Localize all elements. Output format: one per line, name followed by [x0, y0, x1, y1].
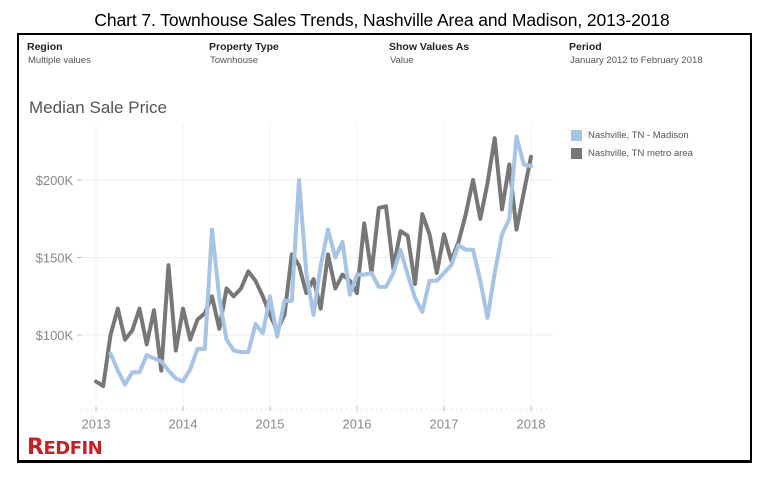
series-lines	[94, 134, 533, 389]
x-tick-label: 2014	[169, 416, 198, 431]
page-title: Chart 7. Townhouse Sales Trends, Nashvil…	[94, 10, 670, 30]
logo-initial: R	[27, 435, 44, 460]
x-tick-label: 2016	[343, 416, 372, 431]
filter-value: Townhouse	[210, 55, 259, 66]
series-line-madison	[108, 134, 533, 387]
filter-region[interactable]: Region Multiple values	[27, 41, 91, 66]
x-tick-label: 2018	[517, 416, 546, 431]
legend: Nashville, TN - Madison Nashville, TN me…	[571, 126, 693, 162]
filter-label: Period	[569, 41, 602, 53]
legend-label: Nashville, TN metro area	[588, 147, 693, 159]
logo-rest: EDFIN	[43, 438, 103, 459]
filter-value: Multiple values	[28, 55, 91, 66]
line-chart: $100K $150K $200K 2013 2014 2015 2016 2017 2018	[36, 124, 553, 431]
legend-label: Nashville, TN - Madison	[588, 129, 689, 141]
x-tick-label: 2015	[256, 416, 285, 431]
legend-swatch-metro	[571, 147, 582, 159]
y-axis: $100K $150K $200K	[36, 173, 82, 343]
filter-label: Region	[27, 41, 63, 53]
legend-item-madison[interactable]: Nashville, TN - Madison	[571, 126, 693, 144]
filter-period[interactable]: Period January 2012 to February 2018	[569, 41, 703, 66]
x-axis: 2013 2014 2015 2016 2017 2018	[81, 406, 553, 431]
filter-show-values-as[interactable]: Show Values As Value	[389, 41, 469, 66]
filter-property-type[interactable]: Property Type Townhouse	[209, 41, 279, 66]
filter-label: Property Type	[209, 41, 279, 53]
dashboard-frame: Region Multiple values Property Type Tow…	[17, 33, 752, 463]
legend-item-metro[interactable]: Nashville, TN metro area	[571, 144, 693, 162]
y-tick-label: $100K	[36, 328, 74, 343]
filter-value: January 2012 to February 2018	[570, 55, 703, 66]
y-tick-label: $150K	[36, 251, 74, 266]
y-tick-label: $200K	[36, 173, 74, 188]
redfin-logo: REDFIN	[27, 435, 103, 460]
filter-bar: Region Multiple values Property Type Tow…	[19, 35, 750, 75]
chart-title: Median Sale Price	[29, 98, 167, 117]
filter-value: Value	[390, 55, 414, 66]
filter-label: Show Values As	[389, 41, 470, 53]
gridlines	[81, 124, 553, 410]
legend-swatch-madison	[571, 129, 582, 141]
x-tick-label: 2013	[82, 416, 111, 431]
x-tick-label: 2017	[430, 416, 459, 431]
series-line-metro	[94, 136, 533, 389]
